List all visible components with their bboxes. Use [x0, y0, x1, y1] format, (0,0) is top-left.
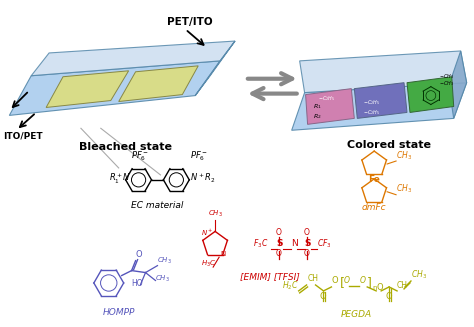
Text: ]: ]: [367, 276, 372, 289]
Text: $R_1 ^+N$: $R_1 ^+N$: [109, 172, 131, 186]
Text: O: O: [304, 249, 310, 258]
Text: Fe: Fe: [368, 175, 380, 184]
Text: $-C_2H_5$: $-C_2H_5$: [363, 109, 381, 117]
Text: $N^+ R_2$: $N^+ R_2$: [190, 172, 216, 185]
Text: $PF_6^-$: $PF_6^-$: [190, 149, 208, 163]
Polygon shape: [9, 61, 220, 115]
Text: $R_2$: $R_2$: [312, 112, 321, 121]
Text: EC material: EC material: [131, 201, 183, 210]
Text: HO: HO: [132, 280, 143, 288]
Text: $CH_3$: $CH_3$: [208, 209, 223, 219]
Text: O: O: [376, 283, 383, 292]
Text: S: S: [305, 239, 311, 248]
Text: HOMPP: HOMPP: [102, 308, 135, 317]
Text: N: N: [291, 239, 297, 248]
Text: O: O: [385, 292, 392, 301]
Polygon shape: [354, 83, 407, 118]
Text: O: O: [331, 276, 338, 285]
Text: $PF_6^-$: $PF_6^-$: [131, 149, 149, 163]
Text: $F_3C$: $F_3C$: [253, 237, 268, 250]
Text: $CH_3$: $CH_3$: [155, 273, 170, 284]
Polygon shape: [449, 51, 466, 118]
Text: $H_3C$: $H_3C$: [201, 259, 217, 269]
Text: ITO/PET: ITO/PET: [3, 131, 43, 140]
Text: O: O: [276, 228, 282, 237]
Text: Colored state: Colored state: [347, 140, 431, 150]
Text: [: [: [339, 276, 345, 289]
Text: n: n: [372, 285, 377, 291]
Text: $H_2C$: $H_2C$: [282, 280, 299, 292]
Text: $CH_3$: $CH_3$: [396, 183, 412, 195]
Text: $CH_3$: $CH_3$: [396, 149, 412, 162]
Polygon shape: [195, 41, 235, 95]
Polygon shape: [31, 41, 235, 76]
Text: $R_1$: $R_1$: [312, 102, 321, 112]
Text: $CF_3$: $CF_3$: [317, 237, 331, 250]
Text: O: O: [304, 228, 310, 237]
Text: $-C_2H_5$: $-C_2H_5$: [363, 98, 381, 107]
Text: [EMIM] [TFSI]: [EMIM] [TFSI]: [240, 272, 300, 281]
Text: $-C_2H_5$: $-C_2H_5$: [318, 95, 335, 103]
Text: O: O: [319, 292, 326, 301]
Text: O: O: [276, 249, 282, 258]
Text: $-CH_3$: $-CH_3$: [439, 72, 454, 81]
Text: N: N: [220, 251, 225, 257]
Text: CH: CH: [308, 274, 319, 283]
Text: O: O: [136, 250, 142, 259]
Polygon shape: [292, 83, 466, 130]
Text: PEGDA: PEGDA: [341, 310, 372, 319]
Text: $N^+$: $N^+$: [201, 228, 213, 238]
Polygon shape: [46, 71, 128, 108]
Text: S: S: [277, 239, 283, 248]
Text: $CH_3$: $CH_3$: [411, 268, 427, 281]
Text: $CH_3$: $CH_3$: [157, 256, 173, 266]
Polygon shape: [118, 66, 198, 101]
Text: PET/ITO: PET/ITO: [167, 17, 213, 27]
Polygon shape: [300, 51, 466, 93]
Text: $O$: $O$: [359, 274, 367, 285]
Text: $O$: $O$: [343, 274, 351, 285]
Text: $-CH_3$: $-CH_3$: [439, 79, 454, 88]
Polygon shape: [407, 77, 454, 112]
Text: CH: CH: [397, 281, 408, 290]
Polygon shape: [306, 89, 354, 124]
Text: dmFc: dmFc: [362, 203, 386, 212]
Text: Bleached state: Bleached state: [79, 142, 172, 152]
